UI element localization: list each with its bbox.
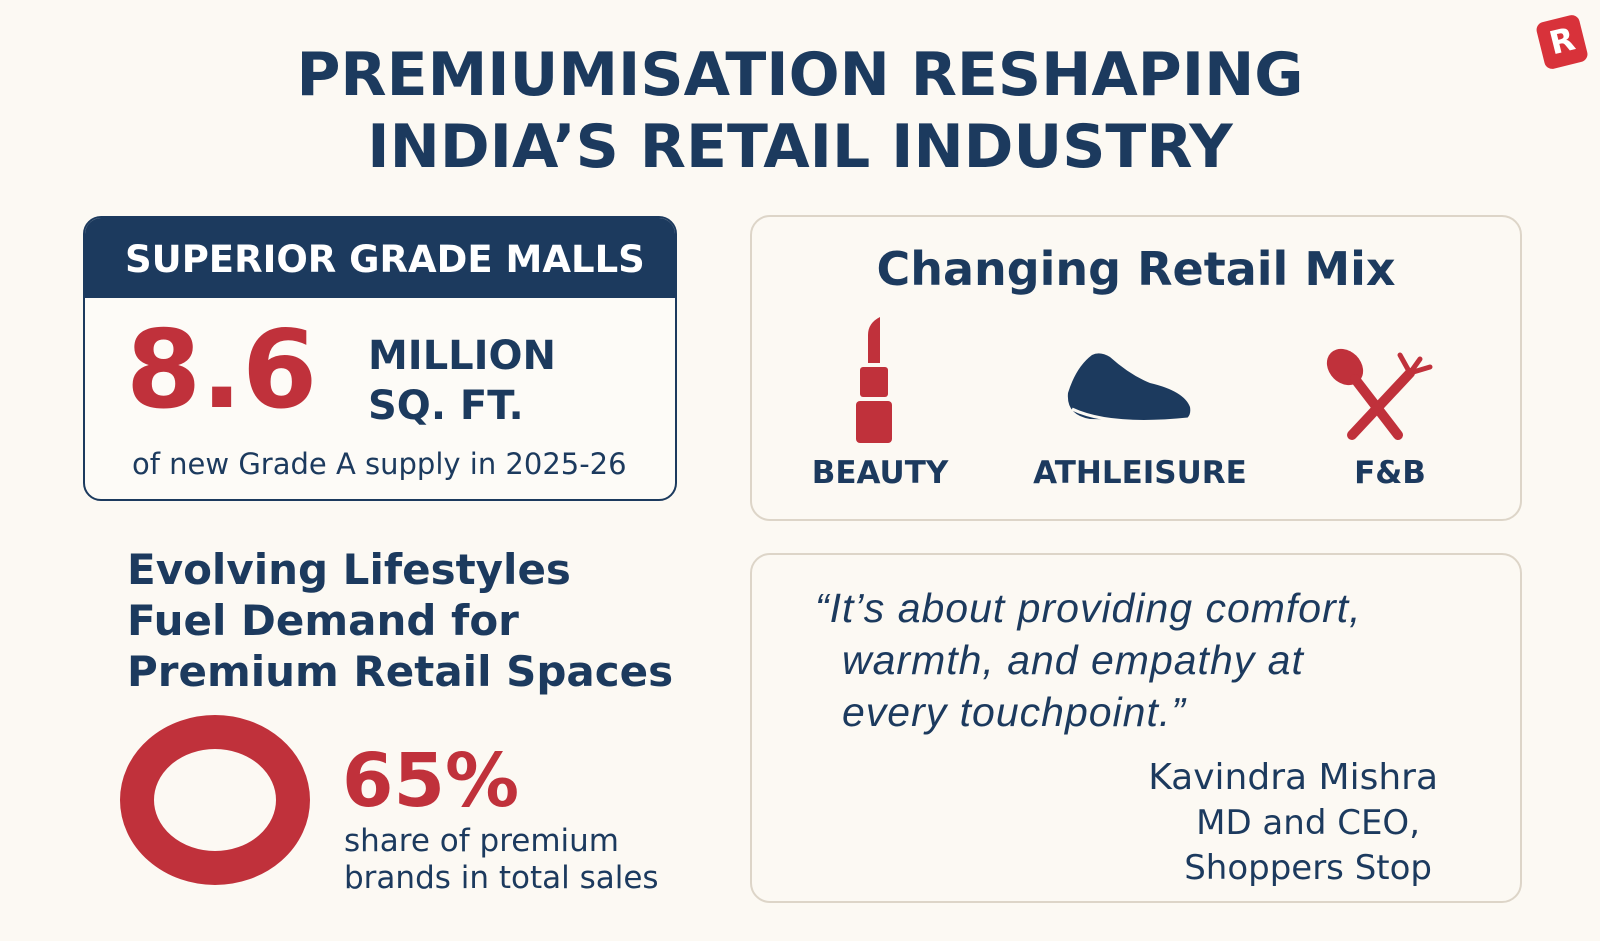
big-figure: 65% xyxy=(342,738,520,824)
card-heading: SUPERIOR GRADE MALLS xyxy=(125,238,645,281)
shoe-icon xyxy=(1067,353,1191,421)
quote-line: “It’s about providing comfort, xyxy=(815,585,1362,631)
shoe-sole xyxy=(1071,407,1189,423)
mix-label: F&B xyxy=(1354,455,1426,491)
caption: brands in total sales xyxy=(344,860,659,896)
section-heading: Fuel Demand for xyxy=(127,596,519,645)
title: PREMIUMISATION RESHAPING xyxy=(296,40,1304,110)
malls-card xyxy=(83,216,677,501)
fnb-icon xyxy=(1326,348,1433,440)
caption: of new Grade A supply in 2025-26 xyxy=(132,447,627,481)
title: INDIA’S RETAIL INDUSTRY xyxy=(367,112,1233,182)
lipstick-icon xyxy=(856,317,892,443)
card-heading: Changing Retail Mix xyxy=(876,242,1396,296)
card-header-band xyxy=(85,218,675,298)
retail-mix-card xyxy=(750,215,1522,521)
icons xyxy=(856,317,1433,443)
big-figure: 8.6 xyxy=(126,308,318,433)
ring xyxy=(120,715,310,885)
mix-label: ATHLEISURE xyxy=(1033,455,1247,491)
speaker-role: Shoppers Stop xyxy=(1184,848,1432,888)
quote-line: every touchpoint.” xyxy=(842,689,1186,735)
unit: SQ. FT. xyxy=(368,383,524,429)
ring-shape xyxy=(120,715,310,885)
quote-line: warmth, and empathy at xyxy=(842,637,1304,683)
section-heading: Premium Retail Spaces xyxy=(127,647,674,696)
mix-label: BEAUTY xyxy=(811,455,949,491)
quote-card xyxy=(750,553,1522,903)
unit: MILLION xyxy=(368,333,557,379)
speaker-role: MD and CEO, xyxy=(1196,803,1420,843)
caption: share of premium xyxy=(344,823,619,859)
section-heading: Evolving Lifestyles xyxy=(127,545,571,594)
speaker: Kavindra Mishra xyxy=(1148,757,1438,798)
